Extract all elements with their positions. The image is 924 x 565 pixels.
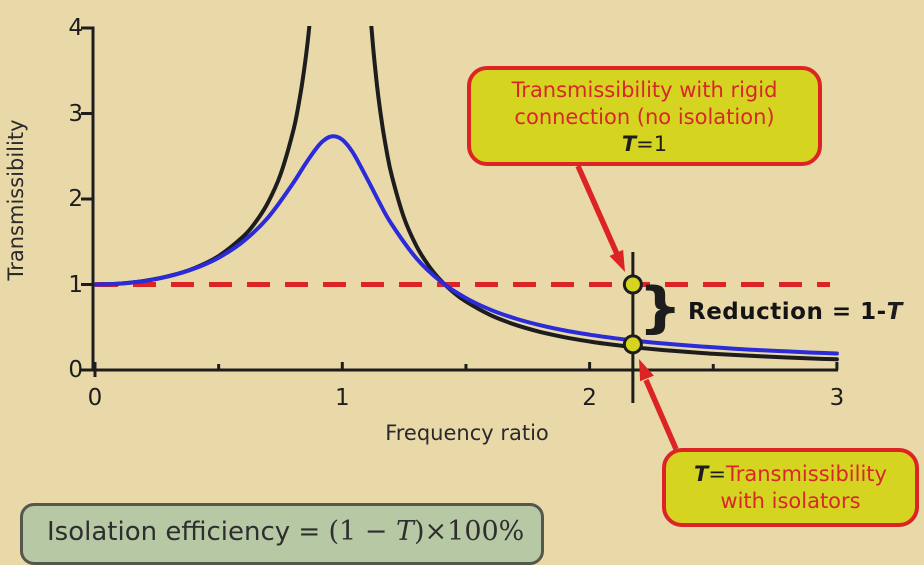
y-tick-label-3: 3 [68,100,83,127]
arrow-to-isolator-dot [639,359,679,451]
arrow-to-rigid-dot [575,164,625,272]
efficiency-formula: (1 − T)×100% [328,516,524,547]
callout-rigid-line1: Transmissibility with rigid [511,78,778,102]
y-tick-label-1: 1 [68,271,83,298]
callout-rigid-connection: Transmissibility with rigid connection (… [467,66,822,166]
dot-isolator-transmissibility [622,334,643,355]
callout-with-isolators: T=Transmissibility with isolators [662,448,919,527]
dot-rigid-transmissibility [622,274,643,295]
y-tick-label-4: 4 [68,15,83,41]
arrow-head [639,359,654,382]
callout-rigid-line2: connection (no isolation) [514,105,775,129]
y-tick-label-0: 0 [68,357,83,383]
reduction-brace: } [638,276,683,339]
arrow-shaft [575,164,620,256]
callout-rigid-line3: T=1 [471,131,818,158]
y-tick-label-2: 2 [68,186,83,212]
t-value: =1 [636,132,668,156]
formula-close: )×100% [413,516,525,547]
efficiency-label: Isolation efficiency = [47,517,329,547]
t-symbol: T [395,516,414,547]
axes-group [81,26,839,377]
arrow-head [609,249,625,272]
reduction-label: Reduction = 1-T [688,299,903,325]
callout-isolators-line1: T=Transmissibility [666,461,915,488]
formula-open: (1 − [328,516,396,547]
x-tick-label-0: 0 [87,385,103,411]
curves-group [94,26,839,362]
x-axis-title: Frequency ratio [385,421,549,445]
arrow-shaft [643,378,679,451]
t-symbol: T [621,132,637,156]
isolation-efficiency-box: Isolation efficiency = (1 − T)×100% [20,503,544,565]
reduction-text: Reduction = 1- [688,299,887,325]
x-tick-label-2: 2 [582,385,597,411]
curve-transmissibility-rigid-connection-undamped-seg1 [94,26,312,287]
chart-canvas [81,26,839,451]
equals-sign: = [708,462,726,486]
callout-isolators-line2: with isolators [720,489,861,513]
x-tick-label-3: 3 [829,385,845,411]
marker-dots-group [622,274,643,355]
curve-transmissibility-with-isolators-damped [94,134,839,356]
transmissibility-chart: Transmissibility Frequency ratio Transmi… [4,15,919,565]
t-symbol: T [886,299,903,325]
y-axis-title: Transmissibility [4,119,28,281]
x-tick-label-1: 1 [334,385,350,411]
callout-isolators-text: Transmissibility [725,462,887,486]
curve-transmissibility-rigid-connection-undamped-seg2 [369,26,839,362]
t-symbol: T [694,462,709,486]
